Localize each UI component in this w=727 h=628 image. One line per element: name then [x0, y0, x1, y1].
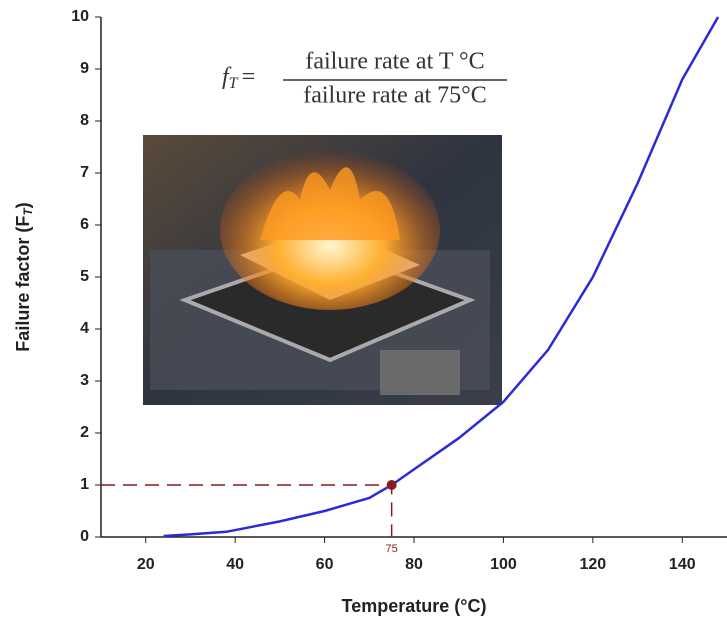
x-tick-label: 80 — [405, 556, 423, 573]
y-tick-label: 7 — [80, 164, 89, 181]
reference-line — [101, 485, 392, 537]
y-tick-label: 0 — [80, 528, 89, 545]
y-axis-label: Failure factor (FT) — [13, 202, 35, 351]
formula: fT= — [222, 64, 255, 92]
x-tick-label: 120 — [580, 556, 607, 573]
x-tick-label: 40 — [226, 556, 244, 573]
formula-denominator: failure rate at 75°C — [303, 83, 487, 109]
y-label-end: ) — [13, 202, 33, 208]
y-tick-label: 4 — [80, 320, 89, 337]
photo — [143, 135, 502, 405]
formula-numerator: failure rate at T °C — [305, 49, 484, 75]
y-tick-label: 9 — [80, 60, 89, 77]
x-tick-label: 140 — [669, 556, 696, 573]
y-label-main: Failure factor (F — [13, 216, 33, 352]
marker-point — [387, 480, 397, 490]
chart: fT= failure rate at T °C failure rate at… — [0, 0, 727, 623]
y-tick-label: 3 — [80, 372, 89, 389]
marker-label: 75 — [386, 543, 398, 555]
x-axis-label: Temperature (°C) — [342, 596, 487, 616]
y-tick-label: 8 — [80, 112, 89, 129]
formula-sub: T — [229, 75, 239, 92]
y-tick-label: 5 — [80, 268, 89, 285]
x-tick-label: 20 — [137, 556, 155, 573]
y-tick-label: 2 — [80, 424, 89, 441]
y-tick-label: 6 — [80, 216, 89, 233]
formula-eq: = — [242, 64, 256, 90]
x-tick-label: 60 — [316, 556, 334, 573]
y-tick-label: 1 — [80, 476, 89, 493]
x-tick-label: 100 — [490, 556, 517, 573]
y-tick-label: 10 — [71, 8, 89, 25]
